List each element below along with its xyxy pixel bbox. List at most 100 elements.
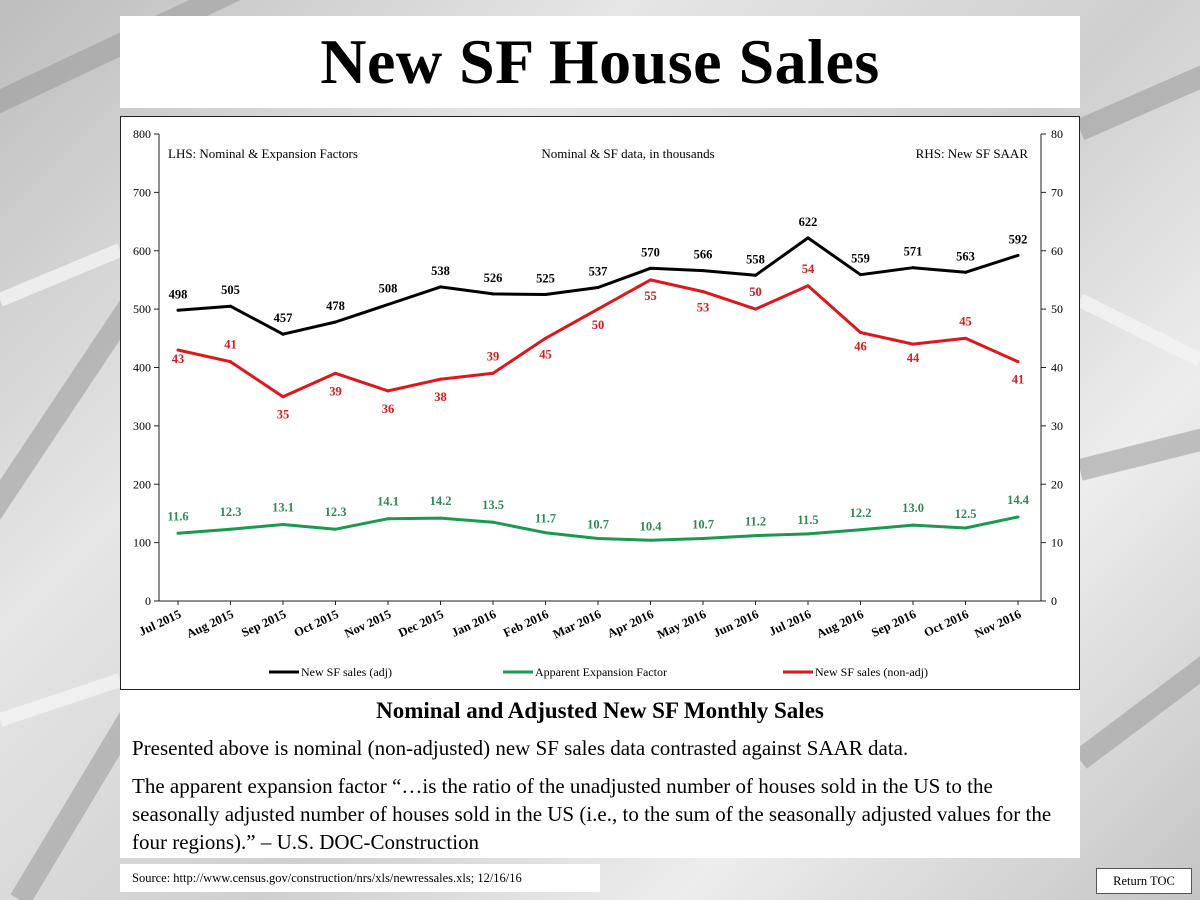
data-point xyxy=(754,534,757,538)
data-label: 537 xyxy=(589,265,608,279)
data-label: 11.2 xyxy=(745,515,766,529)
right-tick-label: 50 xyxy=(1051,302,1063,316)
data-label: 38 xyxy=(434,390,447,404)
data-point xyxy=(176,308,180,312)
data-point xyxy=(964,270,967,274)
data-point xyxy=(806,236,810,240)
data-label: 10.7 xyxy=(587,518,609,532)
data-label: 13.5 xyxy=(482,498,504,512)
data-label: 45 xyxy=(959,314,972,328)
left-tick-label: 700 xyxy=(133,185,151,199)
data-point xyxy=(649,538,652,542)
right-tick-label: 20 xyxy=(1051,477,1063,491)
description-panel: Nominal and Adjusted New SF Monthly Sale… xyxy=(120,690,1080,858)
series-line-new-sf-sales-non-adj xyxy=(177,278,1019,399)
data-point xyxy=(754,307,757,311)
x-tick-label: Nov 2016 xyxy=(972,607,1023,641)
data-label: 41 xyxy=(224,338,237,352)
data-label: 46 xyxy=(854,339,867,353)
data-label: 50 xyxy=(592,318,605,332)
annotation-left: LHS: Nominal & Expansion Factors xyxy=(168,146,358,161)
data-label: 53 xyxy=(697,301,710,315)
data-point xyxy=(491,520,495,524)
data-point xyxy=(701,537,705,541)
right-tick-label: 70 xyxy=(1051,185,1063,199)
data-point xyxy=(439,285,442,289)
data-point xyxy=(806,284,810,288)
x-tick-label: Dec 2015 xyxy=(396,607,446,640)
description-paragraph-1: Presented above is nominal (non-adjusted… xyxy=(132,736,909,760)
x-tick-label: Oct 2015 xyxy=(292,607,341,640)
data-point xyxy=(701,290,705,294)
annotation-center: Nominal & SF data, in thousands xyxy=(541,146,714,161)
data-label: 478 xyxy=(326,299,345,313)
data-label: 558 xyxy=(746,252,765,266)
data-point xyxy=(596,307,600,311)
source-note: Source: http://www.census.gov/constructi… xyxy=(120,864,600,892)
data-point xyxy=(806,532,810,536)
data-label: 12.5 xyxy=(955,507,977,521)
data-point xyxy=(911,266,915,270)
data-label: 13.1 xyxy=(272,501,294,515)
data-label: 538 xyxy=(431,264,450,278)
data-label: 14.4 xyxy=(1007,493,1030,507)
description-paragraph-2: The apparent expansion factor “…is the r… xyxy=(132,774,1052,854)
title-panel: New SF House Sales xyxy=(120,16,1080,108)
data-point xyxy=(544,293,547,297)
data-point xyxy=(229,360,232,364)
line-chart: 0 100 200 300 400 500 600 700 800 0 10 20 30 40 50 60 70… xyxy=(133,127,1063,679)
x-tick-label: Aug 2016 xyxy=(814,607,866,641)
data-point xyxy=(859,273,862,277)
annotation-right: RHS: New SF SAAR xyxy=(916,146,1029,161)
data-point xyxy=(229,527,232,531)
data-label: 13.0 xyxy=(902,501,924,515)
x-tick-label: Feb 2016 xyxy=(501,607,551,640)
data-point xyxy=(334,527,337,531)
left-tick-label: 0 xyxy=(145,594,151,608)
right-tick-label: 0 xyxy=(1051,594,1057,608)
data-point xyxy=(859,528,862,532)
data-label: 45 xyxy=(539,347,552,361)
data-point xyxy=(491,292,495,296)
data-label: 525 xyxy=(536,272,555,286)
data-label: 44 xyxy=(907,351,920,365)
x-tick-label: Nov 2015 xyxy=(342,607,393,641)
data-label: 592 xyxy=(1009,232,1028,246)
data-label: 41 xyxy=(1012,373,1025,387)
chart-frame: 0 100 200 300 400 500 600 700 800 0 10 20 30 40 50 60 70… xyxy=(120,116,1080,690)
right-tick-label: 80 xyxy=(1051,127,1063,141)
data-label: 35 xyxy=(277,408,290,422)
data-point xyxy=(386,517,390,521)
data-label: 11.7 xyxy=(535,512,556,526)
data-point xyxy=(544,531,547,535)
data-label: 14.2 xyxy=(430,494,452,508)
left-tick-label: 400 xyxy=(133,361,151,375)
page-title: New SF House Sales xyxy=(320,26,880,97)
data-point xyxy=(386,302,390,306)
data-label: 10.4 xyxy=(640,519,663,533)
data-point xyxy=(334,320,337,324)
left-tick-label: 200 xyxy=(133,477,151,491)
data-point xyxy=(1016,253,1020,257)
data-label: 11.6 xyxy=(167,509,188,523)
legend-label: New SF sales (adj) xyxy=(301,665,392,679)
return-toc-button[interactable]: Return TOC xyxy=(1096,868,1192,894)
right-tick-label: 40 xyxy=(1051,361,1063,375)
x-tick-label: Mar 2016 xyxy=(551,607,604,641)
data-point xyxy=(859,330,862,334)
x-tick-label: May 2016 xyxy=(655,607,708,642)
data-label: 36 xyxy=(382,402,395,416)
data-point xyxy=(176,531,180,535)
x-tick-label: Jun 2016 xyxy=(711,607,761,640)
x-tick-label: Apr 2016 xyxy=(605,607,656,641)
chart-subtitle: Nominal and Adjusted New SF Monthly Sale… xyxy=(376,698,824,723)
data-label: 39 xyxy=(329,384,342,398)
data-point xyxy=(1016,360,1020,364)
right-tick-label: 10 xyxy=(1051,536,1063,550)
x-tick-label: Oct 2016 xyxy=(922,607,971,640)
data-point xyxy=(334,371,337,375)
data-point xyxy=(596,286,600,290)
data-label: 10.7 xyxy=(692,518,714,532)
data-label: 566 xyxy=(694,248,713,262)
data-label: 571 xyxy=(904,245,923,259)
